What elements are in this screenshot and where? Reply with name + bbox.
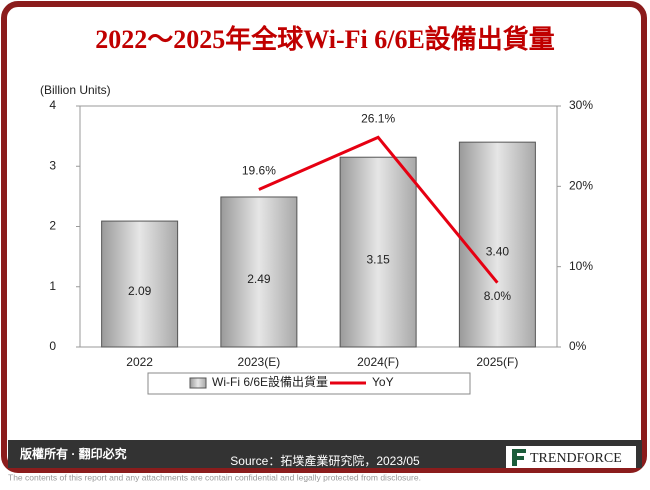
logo-bg [506,446,636,468]
bar [220,196,298,348]
y-tick-label: 3 [49,158,56,172]
x-tick-label: 2023(E) [238,355,281,369]
y2-tick-label: 0% [569,339,587,353]
legend-label: YoY [372,375,394,389]
line-label: 19.6% [242,164,276,178]
bar [101,220,179,348]
bar-label: 2.49 [247,272,271,286]
x-tick-label: 2025(F) [476,355,518,369]
logo-icon [512,449,526,466]
bar-label: 3.40 [486,245,510,259]
y-tick-label: 4 [49,98,56,112]
line-label: 26.1% [361,112,395,126]
bar [339,156,417,348]
y-tick-label: 2 [49,219,56,233]
y-tick-label: 1 [49,279,56,293]
bar-label: 2.09 [128,284,152,298]
x-tick-label: 2024(F) [357,355,399,369]
brand: TrendForce [530,451,622,466]
y2-tick-label: 30% [569,98,593,112]
source: Source：拓墣產業研究院，2023/05 [230,453,420,468]
legend [147,372,471,395]
legend-label: Wi-Fi 6/6E設備出貨量 [212,374,328,389]
disclaimer: The contents of this report and any atta… [8,472,421,482]
y-tick-label: 0 [49,339,56,353]
chart-title: 2022～2025年全球Wi-Fi 6/6E設備出貨量 [95,24,555,54]
line [258,135,499,284]
line-label: 8.0% [484,289,512,303]
bar [458,141,536,348]
y2-tick-label: 10% [569,259,593,273]
bar-label: 3.15 [366,252,390,266]
y-axis-label: (Billion Units) [40,83,111,97]
y2-tick-label: 20% [569,179,593,193]
frame [1,1,647,473]
x-tick-label: 2022 [126,355,153,369]
rights: 版權所有 · 翻印必究 [20,446,127,461]
legend-swatch [189,377,207,389]
